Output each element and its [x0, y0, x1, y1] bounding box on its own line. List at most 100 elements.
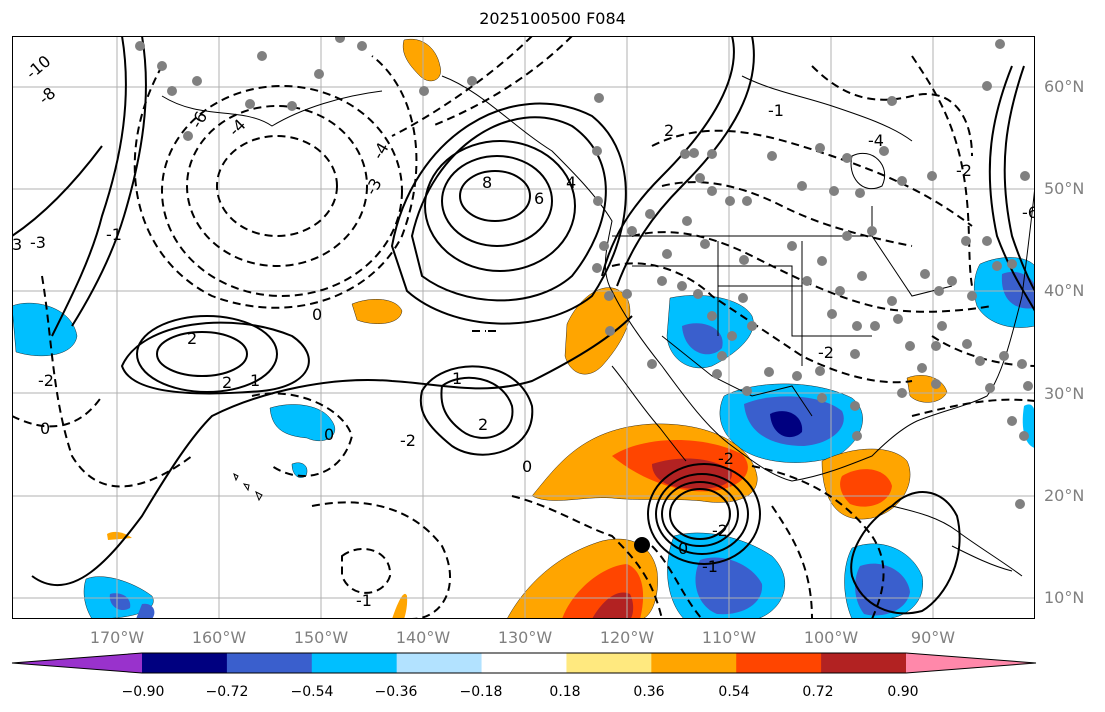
anomaly-darkred-south: [592, 592, 634, 619]
contour-ring: [136, 315, 278, 393]
storm-center-marker: [634, 537, 650, 553]
contour-line: [661, 181, 913, 247]
contour-line: [911, 398, 1035, 417]
lon-label-100w: 100°W: [803, 628, 859, 647]
contour-line: [51, 36, 127, 337]
colorbar-segment: [226, 653, 313, 673]
contour-ring: [661, 481, 739, 547]
lat-label-60n: 60°N: [1044, 77, 1085, 96]
contours-positive: [12, 36, 1035, 615]
colorbar-segment: [651, 653, 737, 673]
map-panel: -10 -8 -6 -6 -4 -4 -3 -3 -2 -2 -2 -1 -1 …: [12, 36, 1035, 619]
contour-line: [41, 275, 193, 488]
lat-label-50n: 50°N: [1044, 179, 1085, 198]
contour-line: [751, 465, 885, 619]
contour-line: [811, 65, 973, 157]
colorbar-tick-label: −0.90: [121, 684, 165, 700]
contour-line: [12, 395, 103, 428]
contour-label: -1: [356, 591, 372, 610]
contour-line: [631, 231, 993, 313]
contour-label: 3: [12, 235, 22, 254]
contour-line: [651, 129, 973, 227]
anomaly-orange-small-south: [392, 593, 408, 619]
colorbar-segment: [481, 653, 567, 673]
contour-label: -2: [38, 371, 54, 390]
contour-label: -4: [868, 131, 884, 150]
station-dots: [135, 36, 1033, 509]
contour-line: [440, 376, 514, 439]
contour-line: [988, 65, 1035, 312]
contour-line: [651, 545, 703, 619]
anomaly-blue-mid: [269, 404, 335, 442]
contour-line: [31, 315, 633, 587]
colorbar-tick-label: 0.72: [802, 684, 834, 700]
anomaly-blue-east-dark: [1001, 271, 1035, 309]
contour-line: [12, 145, 103, 237]
contour-line: [391, 36, 533, 137]
colorbar-segment: [142, 653, 228, 673]
contour-line: [911, 55, 973, 287]
colorbar-tick-label: −0.72: [205, 684, 249, 700]
contour-label: -1: [106, 225, 122, 244]
colorbar-tick-label: 0.90: [887, 684, 919, 700]
contour-label: 2: [222, 373, 232, 392]
contour-label: 0: [40, 419, 50, 438]
anomaly-blue-small: [291, 462, 308, 478]
colorbar-tick-label: 0.36: [633, 684, 665, 700]
anomaly-blue-california-dark: [682, 323, 723, 355]
contour-label: 0: [312, 305, 322, 324]
contour-line: [120, 321, 310, 395]
contour-ring: [669, 488, 731, 540]
contour-line: [71, 36, 147, 327]
colorbar-tick-label: 0.54: [718, 684, 750, 700]
lon-label-90w: 90°W: [910, 628, 956, 647]
colorbar: [11, 652, 1037, 674]
colorbar-segment: [821, 653, 907, 673]
colorbar-tick-label: −0.54: [290, 684, 334, 700]
lon-label-170w: 170°W: [89, 628, 145, 647]
contour-label: -1: [768, 101, 784, 120]
contour-label: 2: [187, 329, 197, 348]
contour-ring: [647, 463, 761, 565]
anomaly-blue-southwest-dark: [109, 593, 131, 611]
contour-label: -2: [818, 343, 834, 362]
contour-label: -1: [702, 557, 718, 576]
contour-label: -6: [1022, 203, 1035, 222]
contour-label: -2: [400, 431, 416, 450]
contour-line: [431, 36, 573, 127]
contour-label: 2: [664, 121, 674, 140]
colorbar-tick-label: 0.18: [549, 684, 581, 700]
lat-label-20n: 20°N: [1044, 486, 1085, 505]
contour-line: [341, 547, 392, 594]
anomaly-blue-texas-dark: [770, 411, 803, 438]
contour-label: 1: [250, 371, 260, 390]
colorbar-extension-low: [12, 653, 142, 673]
contour-label: 6: [534, 189, 544, 208]
contour-ring: [156, 331, 248, 377]
shading-layer: [12, 38, 1035, 619]
lon-label-130w: 130°W: [497, 628, 553, 647]
contour-line: [419, 365, 534, 456]
contour-line: [390, 102, 627, 325]
contour-ring: [186, 105, 368, 267]
contours-negative: [12, 36, 1035, 619]
colorbar-segment: [566, 653, 652, 673]
contour-line: [511, 495, 663, 619]
colorbar-extension-high: [906, 653, 1036, 673]
colorbar-tick-label: −0.18: [459, 684, 503, 700]
lon-label-110w: 110°W: [701, 628, 757, 647]
anomaly-orange-alaska: [402, 38, 441, 82]
contour-ring: [459, 170, 531, 222]
contour-line: [251, 392, 354, 477]
contour-line: [601, 36, 735, 277]
contour-line: [771, 505, 813, 619]
contour-ring: [424, 140, 576, 272]
contour-line: [850, 491, 961, 615]
lat-label-40n: 40°N: [1044, 281, 1085, 300]
lon-label-150w: 150°W: [293, 628, 349, 647]
anomaly-darkred-mexico: [652, 458, 733, 489]
contour-ring: [161, 85, 403, 297]
lat-label-10n: 10°N: [1044, 588, 1085, 607]
contour-label: 2: [478, 415, 488, 434]
contour-ring: [655, 473, 749, 555]
